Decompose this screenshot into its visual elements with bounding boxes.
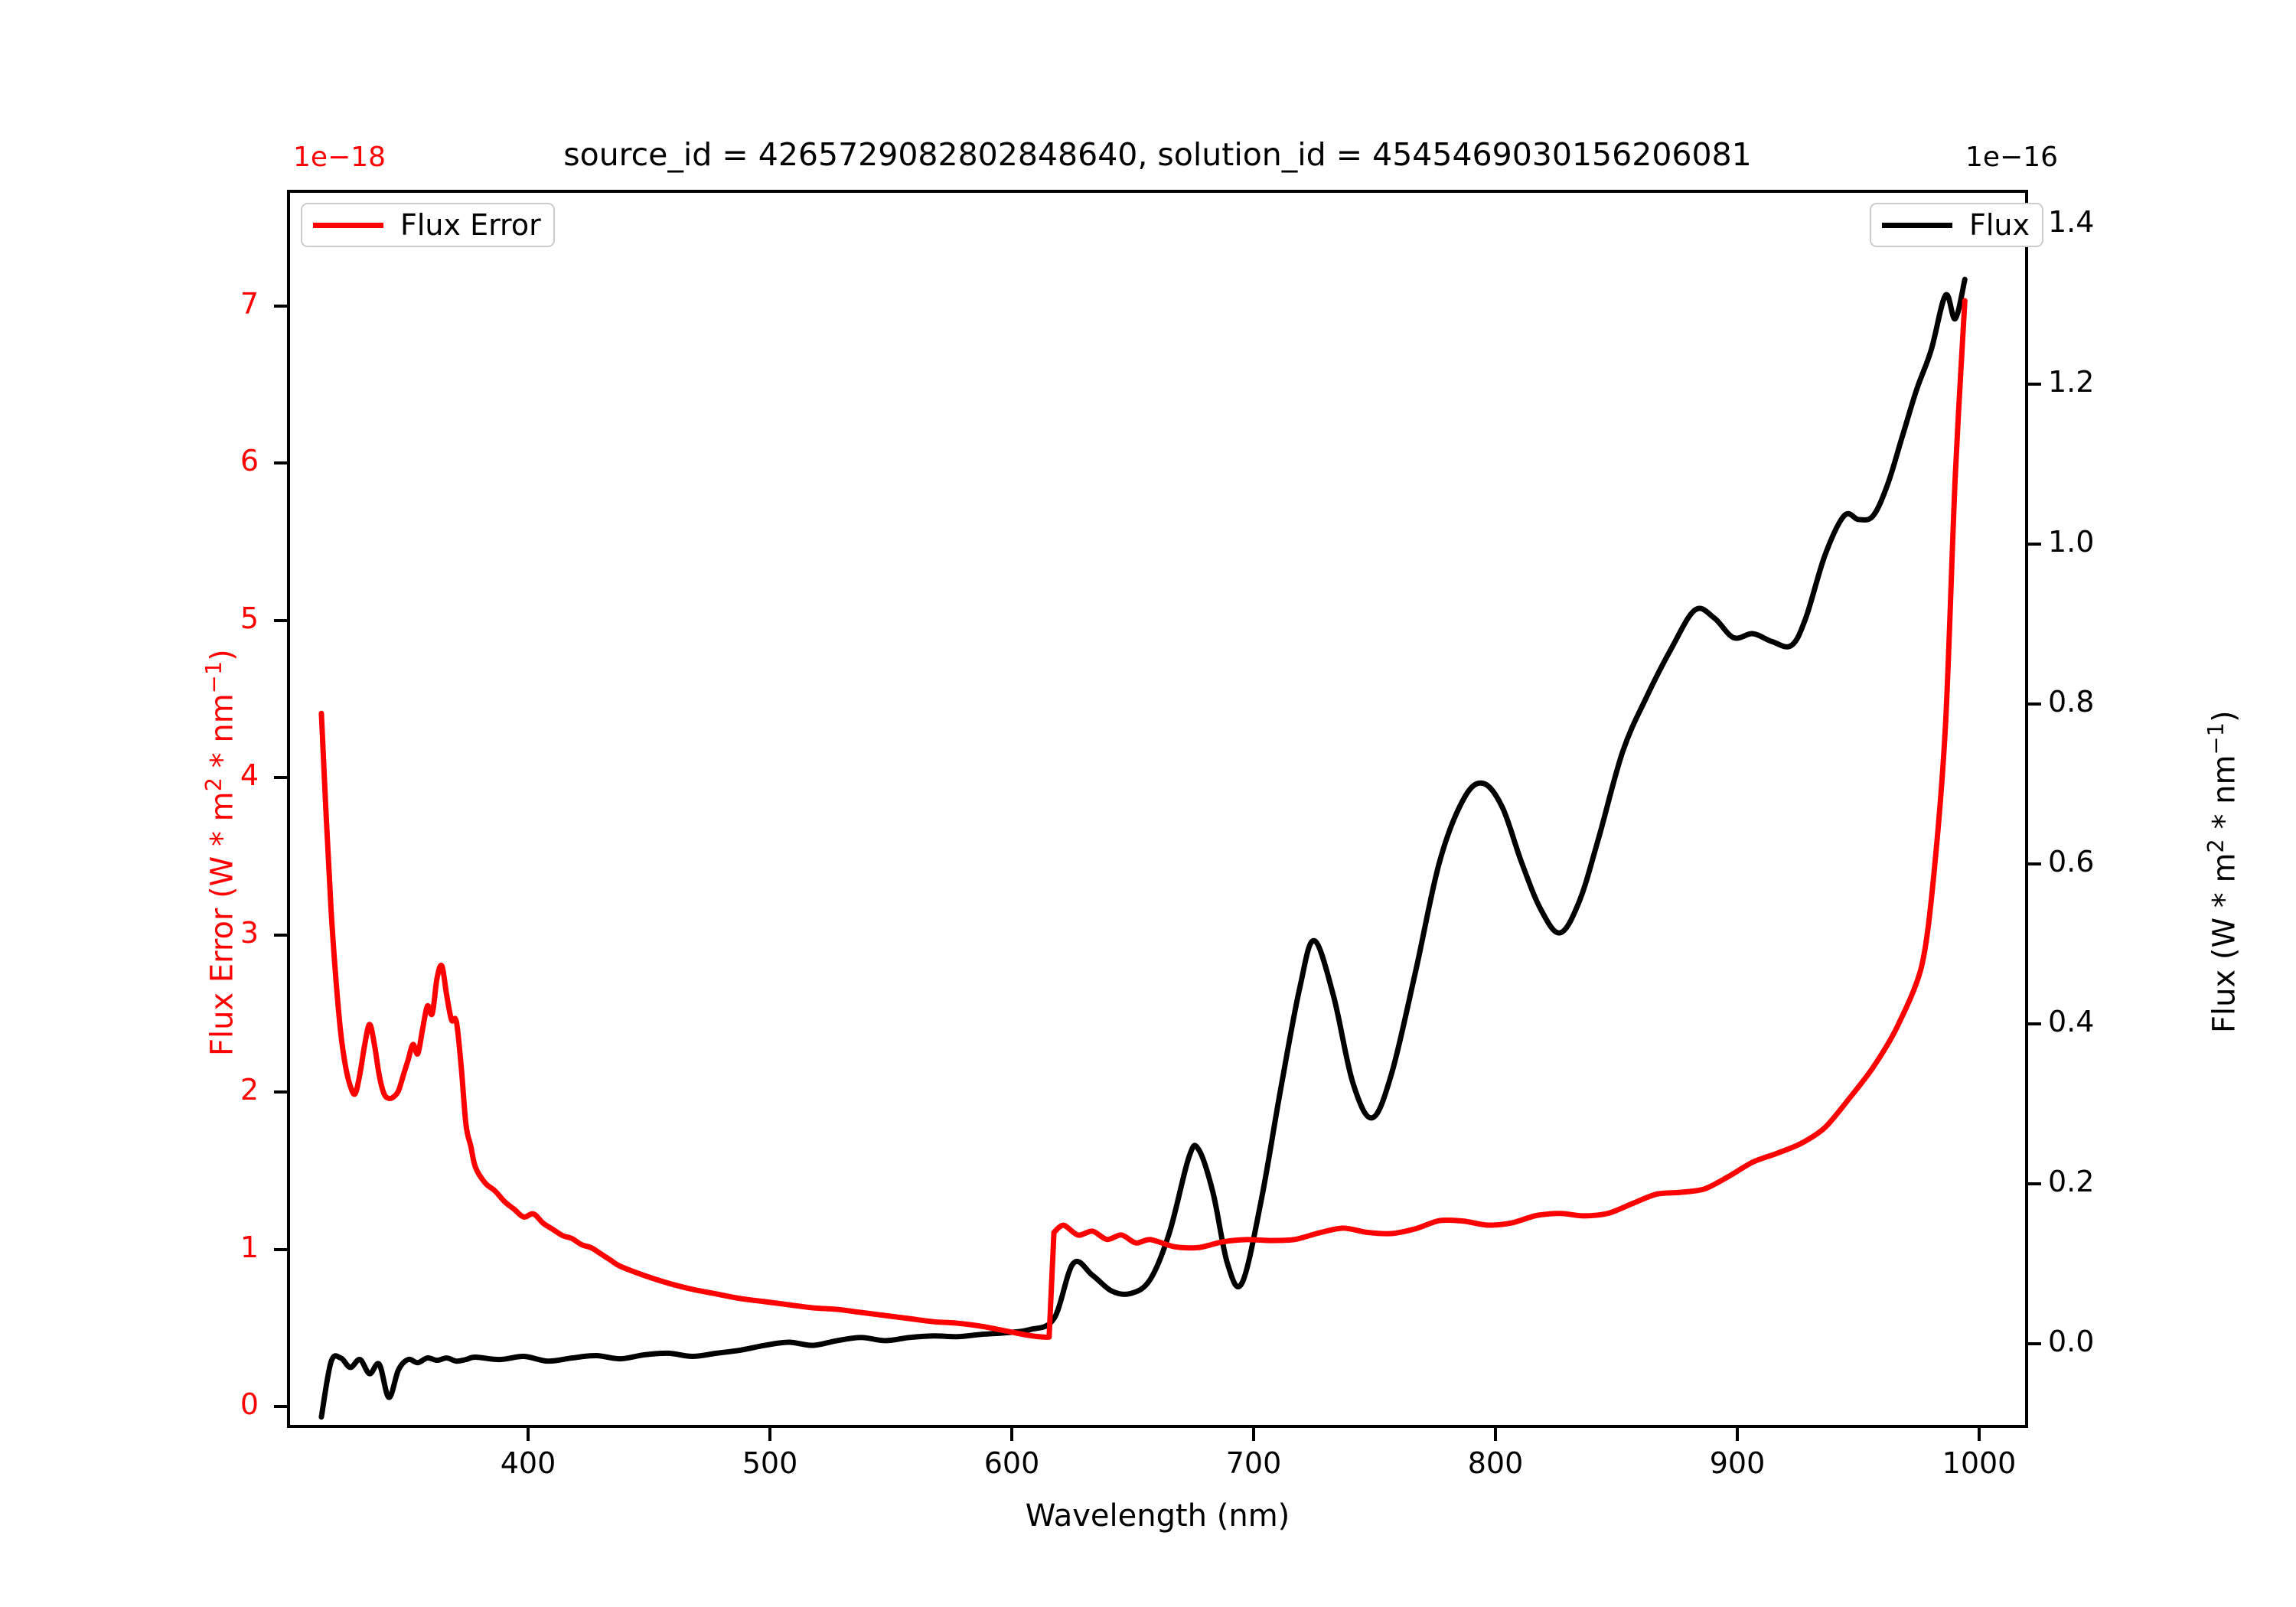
ytick-mark-left — [274, 619, 287, 622]
xtick-700: 700 — [1225, 1446, 1282, 1480]
legend-swatch-flux — [1882, 222, 1952, 228]
legend-label-flux-error: Flux Error — [400, 208, 541, 242]
ytick-right-04: 0.4 — [2048, 1005, 2095, 1038]
x-axis-label: Wavelength (nm) — [1025, 1498, 1290, 1534]
ytick-right-02: 0.2 — [2048, 1165, 2095, 1198]
xtick-mark — [527, 1428, 530, 1441]
flux-error-line — [318, 298, 1968, 1340]
plot-title: source_id = 4265729082802848640, solutio… — [563, 136, 1752, 173]
ylabel-left-end: ) — [204, 649, 240, 661]
ylabel-right-sup2: −1 — [2203, 722, 2229, 755]
ytick-mark-right — [2028, 383, 2041, 386]
ytick-left-0: 0 — [240, 1387, 259, 1421]
xtick-mark — [1010, 1428, 1013, 1441]
ytick-mark-right — [2028, 702, 2041, 706]
ytick-mark-left — [274, 1090, 287, 1094]
ytick-mark-right — [2028, 543, 2041, 546]
ytick-mark-left — [274, 776, 287, 779]
ytick-left-6: 6 — [240, 444, 259, 478]
ytick-mark-right — [2028, 1342, 2041, 1345]
ytick-mark-right — [2028, 862, 2041, 865]
ytick-right-08: 0.8 — [2048, 685, 2095, 719]
xtick-900: 900 — [1709, 1446, 1766, 1480]
ytick-right-12: 1.2 — [2048, 365, 2095, 399]
ylabel-right-part1: Flux (W * m — [2206, 852, 2242, 1033]
ytick-left-2: 2 — [240, 1073, 259, 1107]
xtick-mark — [1252, 1428, 1255, 1441]
legend-flux-error[interactable]: Flux Error — [301, 203, 555, 247]
ylabel-right-end: ) — [2206, 710, 2242, 723]
legend-label-flux: Flux — [1969, 208, 2030, 242]
ytick-right-10: 1.0 — [2048, 525, 2095, 559]
ytick-mark-right — [2028, 1182, 2041, 1185]
ytick-mark-left — [274, 305, 287, 308]
xtick-mark — [1978, 1428, 1981, 1441]
ytick-left-3: 3 — [240, 916, 259, 950]
xtick-mark — [1736, 1428, 1739, 1441]
plot-lines — [318, 276, 1968, 1420]
y-axis-label-right: Flux (W * m2 * nm−1) — [2203, 710, 2242, 1033]
ylabel-left-sup1: 2 — [201, 777, 227, 792]
legend-flux[interactable]: Flux — [1870, 203, 2043, 247]
xtick-600: 600 — [983, 1446, 1040, 1480]
left-axis-offset-text: 1e−18 — [293, 142, 386, 173]
ylabel-left-mid: * nm — [204, 693, 240, 778]
ytick-left-7: 7 — [240, 287, 259, 321]
ytick-right-06: 0.6 — [2048, 845, 2095, 878]
ytick-left-5: 5 — [240, 601, 259, 635]
ylabel-left-sup2: −1 — [201, 660, 227, 694]
ytick-right-14: 1.4 — [2048, 205, 2095, 239]
xtick-mark — [1494, 1428, 1497, 1441]
ytick-right-00: 0.0 — [2048, 1325, 2095, 1358]
flux-line — [318, 276, 1968, 1420]
ytick-left-1: 1 — [240, 1231, 259, 1264]
ylabel-left-part1: Flux Error (W * m — [204, 791, 240, 1056]
ytick-mark-left — [274, 1248, 287, 1251]
ylabel-right-sup1: 2 — [2203, 839, 2229, 853]
ytick-left-4: 4 — [240, 758, 259, 792]
ytick-mark-left — [274, 461, 287, 464]
xtick-1000: 1000 — [1942, 1446, 2017, 1480]
y-axis-label-left: Flux Error (W * m2 * nm−1) — [201, 649, 240, 1056]
legend-swatch-flux-error — [313, 222, 383, 228]
ytick-mark-right — [2028, 1022, 2041, 1025]
ytick-mark-left — [274, 1405, 287, 1408]
xtick-mark — [768, 1428, 771, 1441]
ytick-mark-left — [274, 934, 287, 937]
plot-axes — [287, 190, 2028, 1428]
ylabel-right-mid: * nm — [2206, 755, 2242, 839]
right-axis-offset-text: 1e−16 — [1965, 142, 2059, 173]
xtick-800: 800 — [1467, 1446, 1524, 1480]
xtick-500: 500 — [742, 1446, 798, 1480]
xtick-400: 400 — [500, 1446, 556, 1480]
